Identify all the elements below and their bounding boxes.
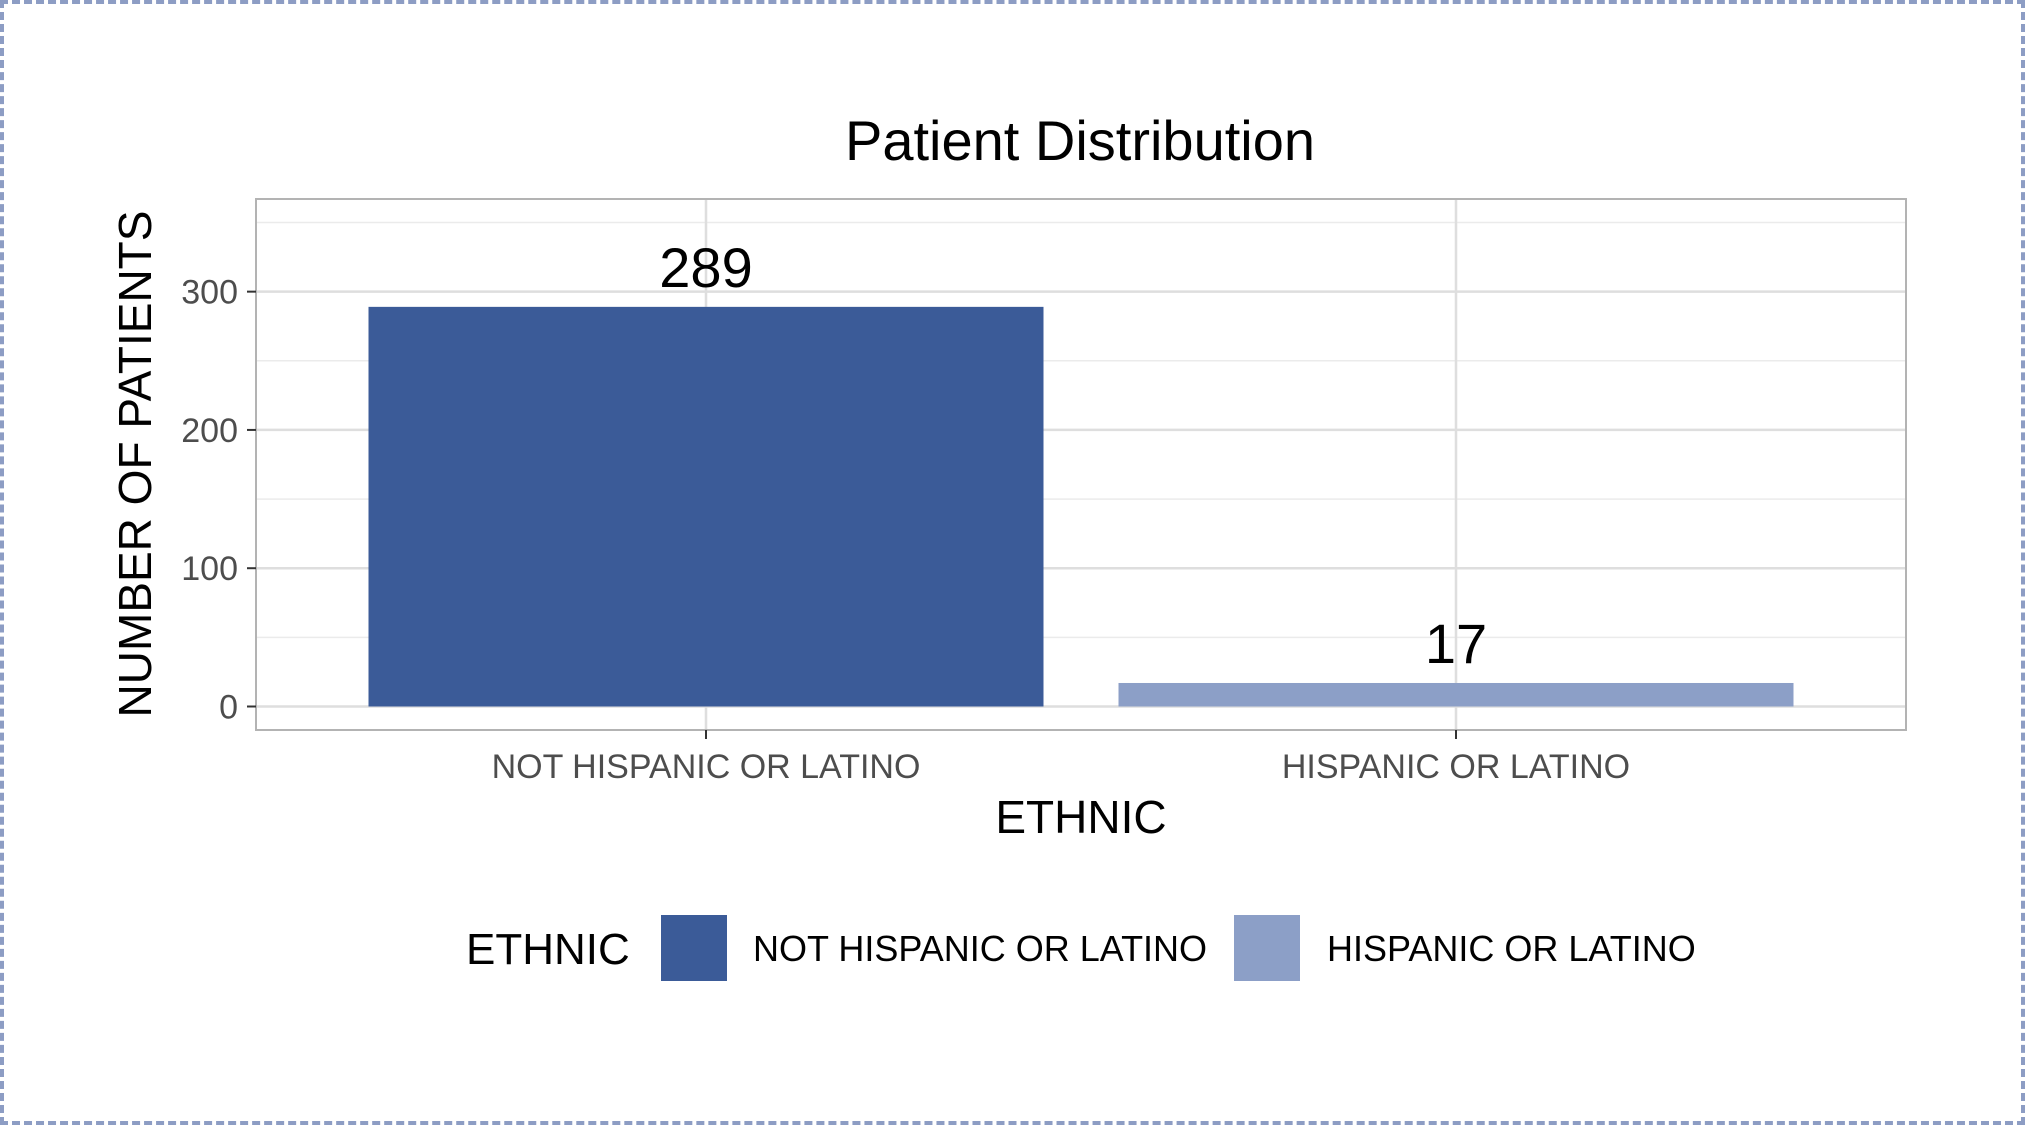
plot-panel-border [255,198,1907,731]
legend: ETHNIC NOT HISPANIC OR LATINO HISPANIC O… [466,915,1696,981]
data-label: 289 [659,236,752,299]
y-tick-label: 200 [181,412,238,450]
legend-title: ETHNIC [466,925,630,974]
y-tick-label: 0 [219,688,238,726]
bar [1118,682,1794,707]
x-axis-title: ETHNIC [995,791,1166,843]
x-tick-label: NOT HISPANIC OR LATINO [492,748,921,786]
legend-label-not-hispanic-or-latino: NOT HISPANIC OR LATINO [753,928,1207,969]
y-axis-title: NUMBER OF PATIENTS [109,211,161,718]
y-tick-label: 100 [181,550,238,588]
legend-label-hispanic-or-latino: HISPANIC OR LATINO [1327,928,1696,969]
legend-key-not-hispanic-or-latino [661,915,727,981]
x-tick-label: HISPANIC OR LATINO [1282,748,1630,786]
legend-key-hispanic-or-latino [1234,915,1300,981]
y-tick-label: 300 [181,274,238,312]
data-label: 17 [1425,612,1487,675]
bar [368,306,1044,707]
chart-title: Patient Distribution [845,109,1315,172]
